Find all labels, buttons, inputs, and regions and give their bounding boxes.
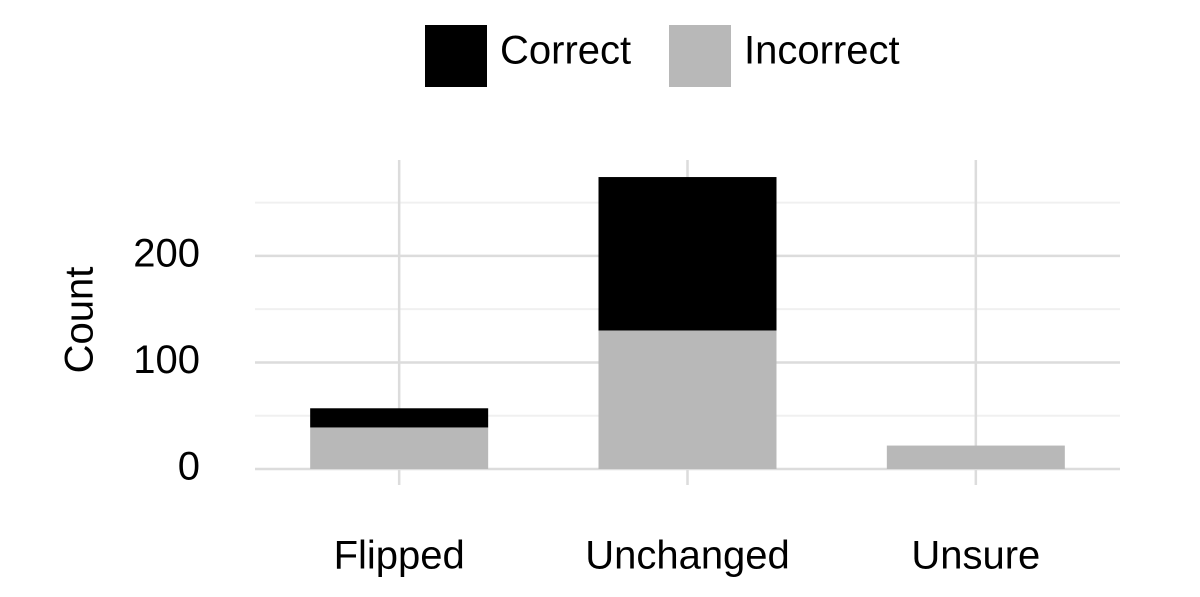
y-tick-label: 100 [133, 338, 200, 382]
legend-label: Incorrect [744, 29, 900, 73]
bar-segment [886, 445, 1065, 470]
bar-segment [310, 427, 489, 470]
y-axis-label: Count [58, 267, 102, 374]
bar-segment [598, 330, 777, 470]
x-tick-label: Flipped [334, 534, 465, 578]
y-tick-label: 200 [133, 231, 200, 275]
bar-segment [598, 177, 777, 331]
x-tick-label: Unchanged [585, 534, 790, 578]
bar-segment [310, 408, 489, 428]
legend-label: Correct [500, 29, 631, 73]
x-tick-label: Unsure [911, 534, 1040, 578]
y-tick-label: 0 [178, 445, 200, 489]
legend-swatch [425, 25, 487, 87]
legend-swatch [669, 25, 731, 87]
